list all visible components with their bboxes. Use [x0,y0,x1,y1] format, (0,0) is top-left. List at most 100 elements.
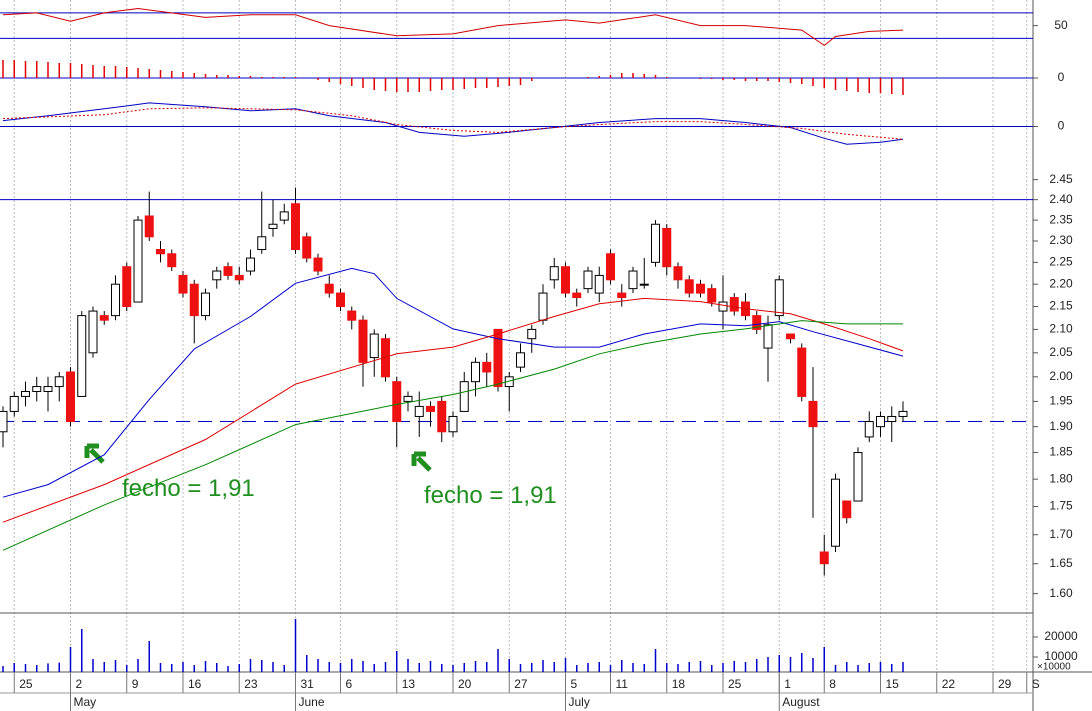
bar [474,661,477,672]
y-tick-label: 2.10 [1049,322,1073,336]
y-tick-label: 1.90 [1049,419,1073,433]
bar [47,663,49,672]
y-tick-label: 1.75 [1049,499,1073,513]
bar [722,78,724,80]
x-tick-label: 11 [616,677,629,691]
bar [249,659,252,672]
bar [531,78,533,81]
bar [58,662,60,672]
bar [373,78,375,90]
bar [756,78,758,81]
bar [519,664,522,672]
candle-body [651,223,660,263]
bar [339,663,342,672]
bar [823,78,825,88]
bar [621,660,623,672]
bar [519,78,522,85]
y-tick-label: 1.85 [1049,445,1073,459]
bar [261,77,263,78]
x-tick-label: 29 [998,677,1012,691]
candle-body [111,283,120,317]
candle-body [189,283,199,317]
candle-body [786,333,795,340]
y-tick-label: 2.15 [1049,299,1073,313]
bar [429,78,432,91]
bar [396,78,398,92]
candle-body [561,266,570,294]
candle-body [369,333,379,359]
bar [609,665,612,672]
candle-body [864,421,874,438]
bar [261,660,263,672]
candle-body [831,478,840,547]
bar [204,661,207,672]
bar [92,65,94,78]
candle-body [482,361,492,373]
bar [58,63,60,78]
annotation: fecho = 1,91 [424,482,557,509]
bar [272,662,274,672]
candle-body [583,270,593,290]
bar [69,647,72,672]
bar [81,629,83,672]
bar [92,659,94,672]
bar [418,663,420,672]
candle-body [887,415,897,423]
arrow [84,443,105,464]
x-tick-label: 6 [346,677,353,691]
candle-body [842,500,852,519]
candle-body [54,376,64,388]
bar [576,665,578,672]
bar [328,78,330,82]
bar [834,665,837,672]
bar [452,665,454,672]
bar [632,73,634,78]
series-line [2,320,903,551]
bar [902,662,904,672]
bar [182,72,184,78]
bar [733,78,735,80]
candle-body [538,292,548,321]
bar [744,78,747,81]
arrow [411,451,432,472]
bar [272,77,274,78]
bar [474,78,477,88]
candle-body [32,386,42,392]
bar [148,641,150,672]
candle-body [403,395,413,402]
candle-body [707,288,717,303]
candle-body [358,319,368,363]
bar [137,68,139,78]
bar [137,659,139,672]
y-tick-label: 50 [1054,18,1068,32]
bar [148,69,150,78]
x-tick-label: 13 [402,677,416,691]
bar [81,64,83,78]
bar [497,78,499,87]
bar [294,77,297,78]
x-tick-label: 18 [672,677,686,691]
bar [486,78,488,88]
candle-body [673,266,683,281]
bar [216,663,218,672]
bar [114,660,117,672]
bar [249,76,252,78]
x-tick-label: 9 [132,677,139,691]
candle-body [594,274,604,294]
bar [238,664,240,672]
bar [103,66,105,78]
candle-body [606,253,615,281]
bar [834,78,837,90]
bar [812,658,814,672]
bar [531,663,533,672]
bar [126,665,128,672]
bar [643,664,645,672]
candle-body [662,227,672,268]
x-tick-label: 22 [942,677,956,691]
candle-body [684,279,694,294]
bar [283,77,285,78]
bar [294,619,297,672]
bar [666,77,668,78]
bar [553,662,555,672]
